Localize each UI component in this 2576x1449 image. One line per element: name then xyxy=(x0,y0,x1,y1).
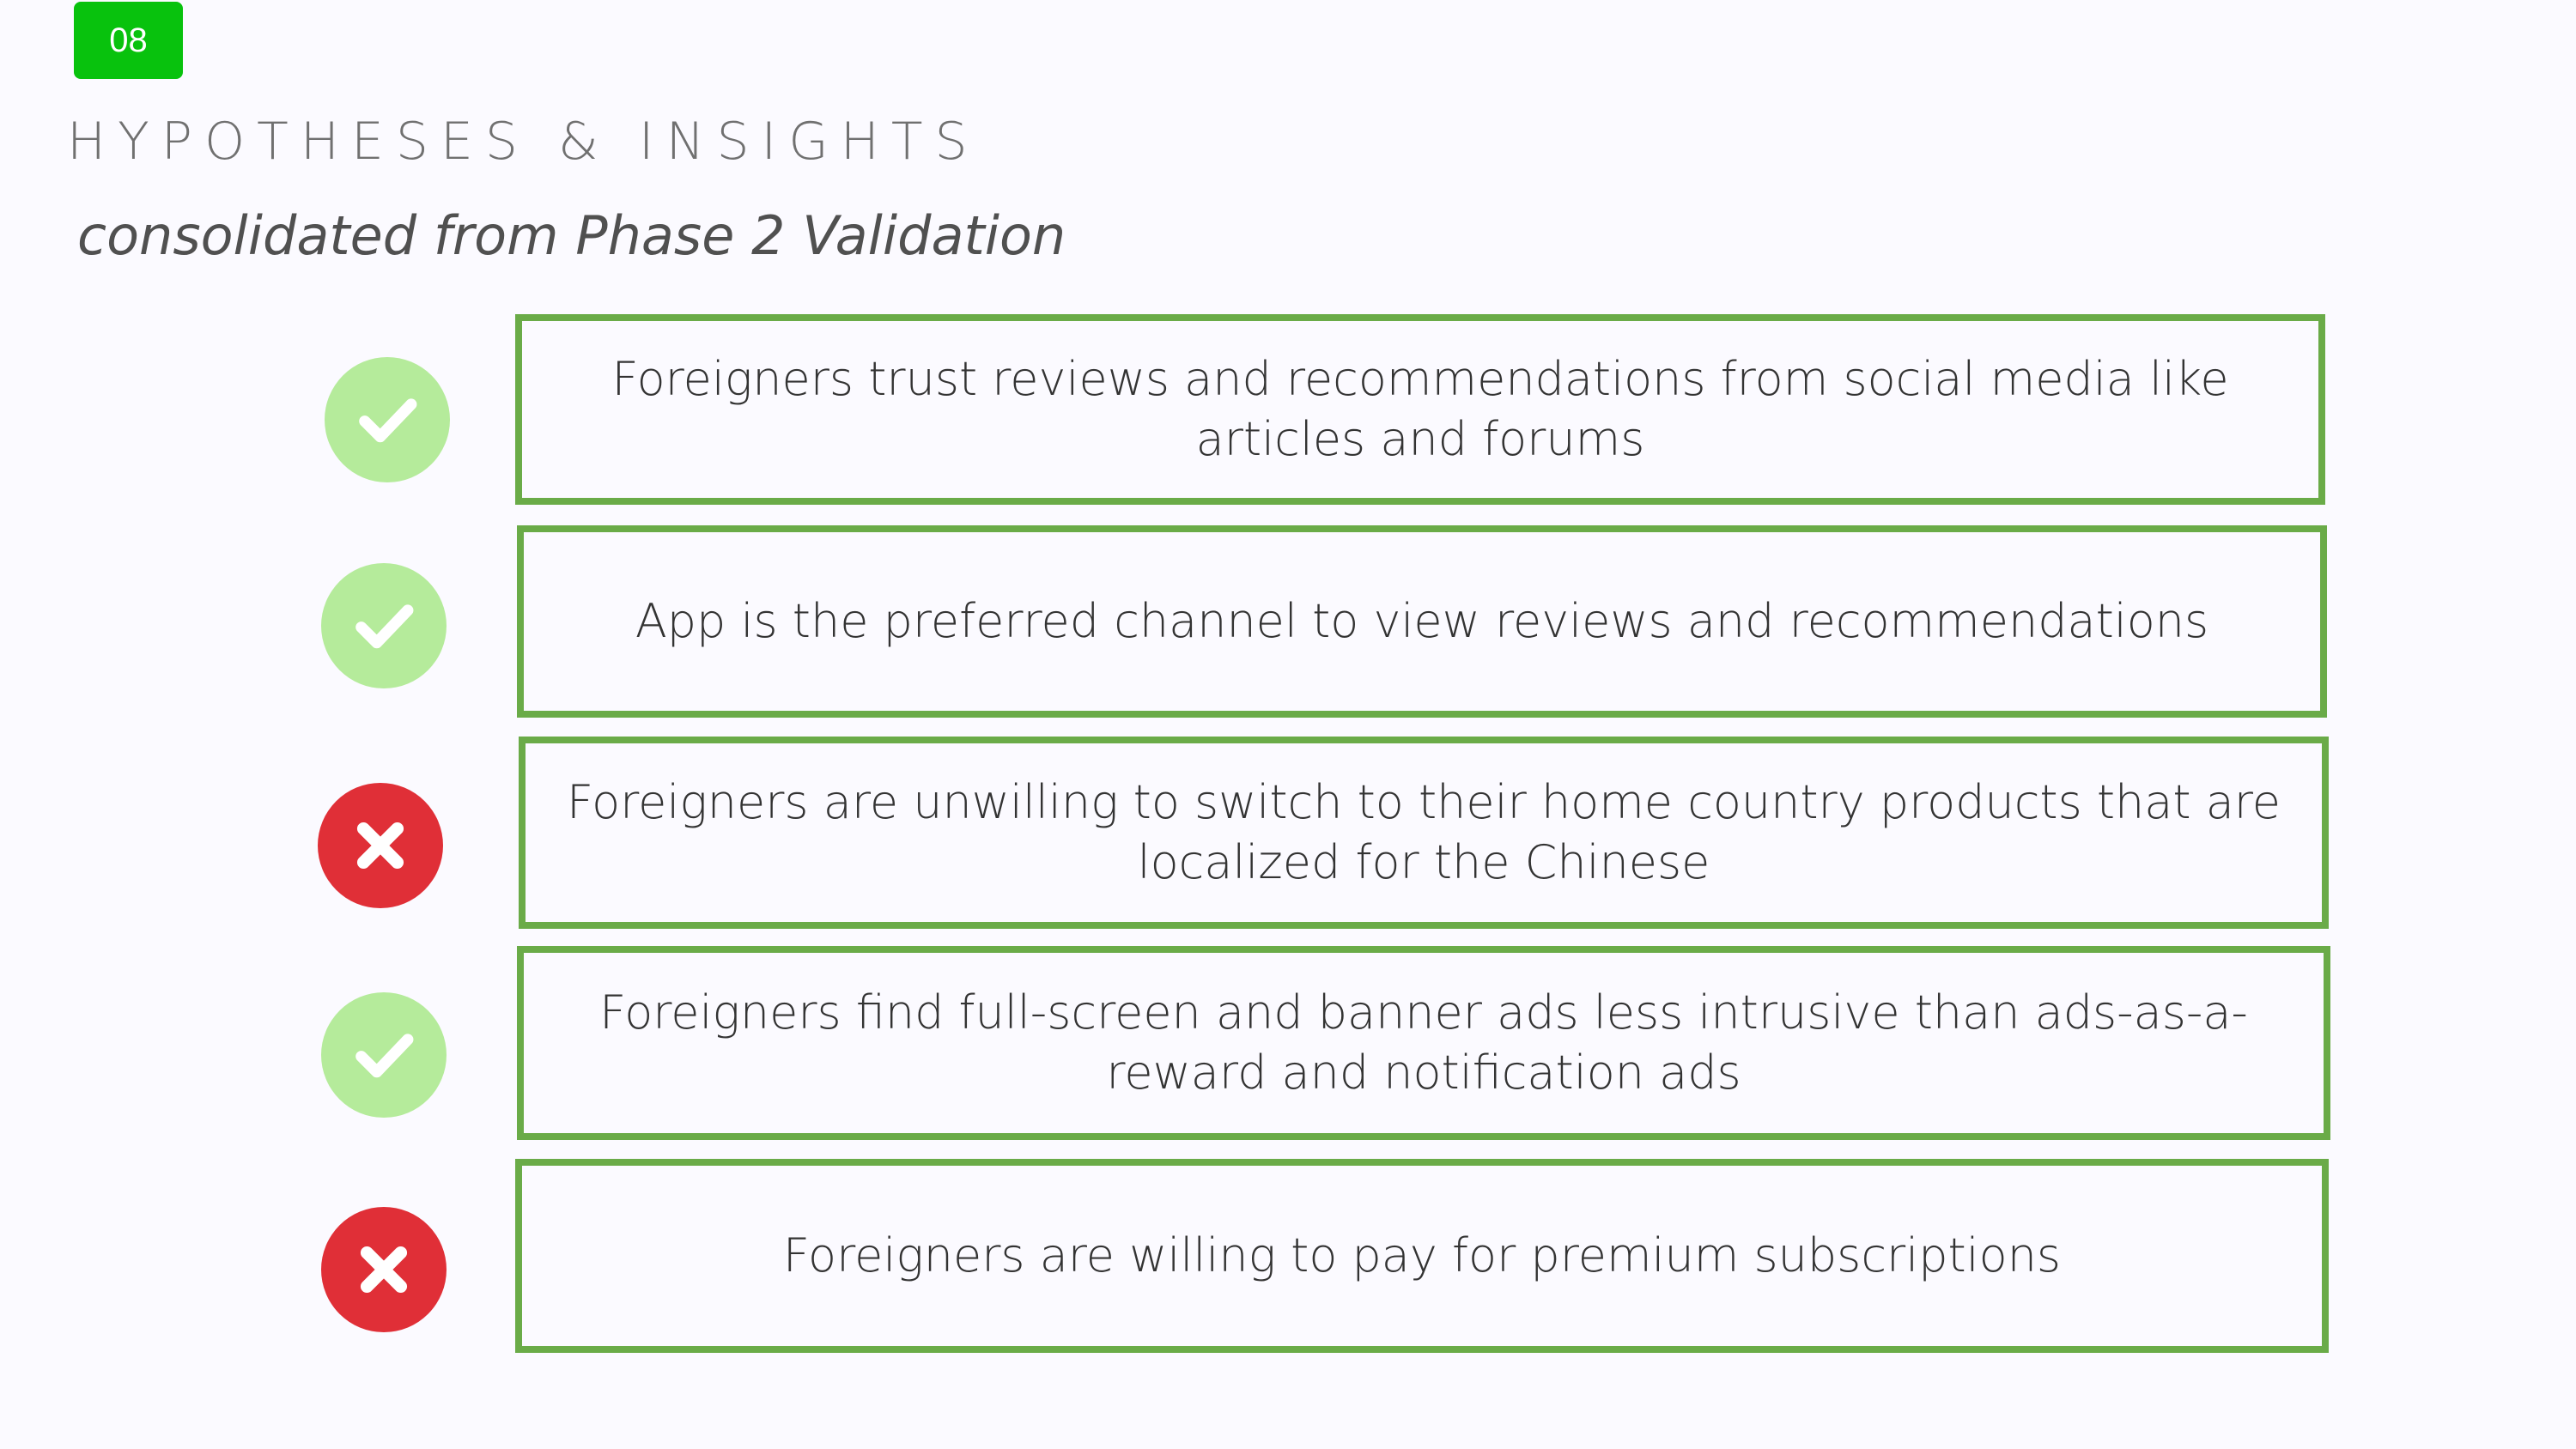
hypothesis-text: Foreigners trust reviews and recommendat… xyxy=(611,352,2229,466)
hypothesis-box: Foreigners trust reviews and recommendat… xyxy=(515,314,2325,505)
x-circle-icon xyxy=(318,783,443,908)
hypothesis-text: Foreigners are unwilling to switch to th… xyxy=(566,775,2281,889)
x-circle-icon xyxy=(321,1207,447,1332)
hypothesis-box: Foreigners are unwilling to switch to th… xyxy=(519,737,2329,929)
page-subtitle: consolidated from Phase 2 Validation xyxy=(77,204,1066,267)
check-circle-icon xyxy=(321,992,447,1118)
hypothesis-box: App is the preferred channel to view rev… xyxy=(517,525,2327,718)
check-circle-icon xyxy=(321,563,447,688)
page-title: HYPOTHESES & INSIGHTS xyxy=(67,112,980,172)
hypothesis-text: Foreigners find full-screen and banner a… xyxy=(599,985,2248,1100)
hypothesis-box: Foreigners are willing to pay for premiu… xyxy=(515,1159,2329,1353)
slide-number-badge: 08 xyxy=(74,2,183,79)
check-circle-icon xyxy=(325,357,450,482)
hypothesis-text: Foreigners are willing to pay for premiu… xyxy=(782,1228,2062,1282)
hypothesis-box: Foreigners find full-screen and banner a… xyxy=(517,946,2330,1140)
hypothesis-text: App is the preferred channel to view rev… xyxy=(635,594,2209,648)
